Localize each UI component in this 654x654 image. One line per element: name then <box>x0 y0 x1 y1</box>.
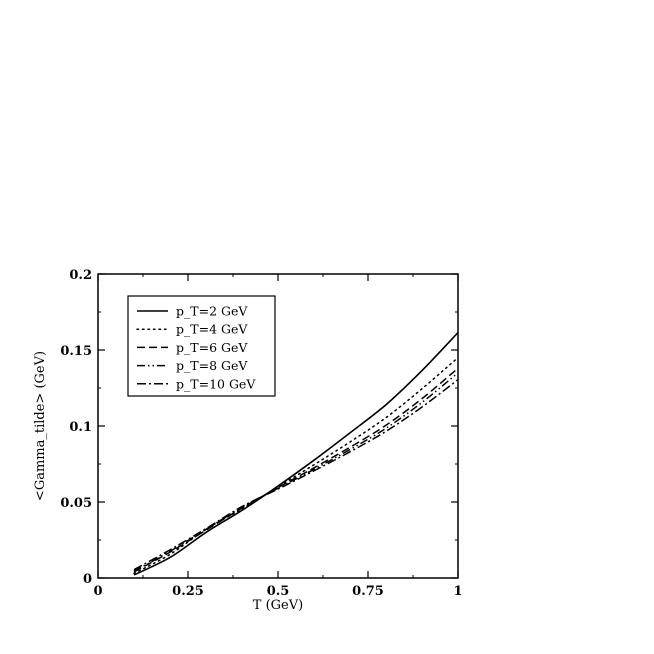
series-line-4 <box>133 372 459 572</box>
y-tick-label: 0 <box>83 572 92 587</box>
x-tick-label: 0 <box>93 584 102 599</box>
legend-label-4: p_T=8 GeV <box>176 358 248 373</box>
legend: p_T=2 GeV p_T=4 GeV p_T=6 GeV p_T=8 GeV p_T=… <box>127 295 276 397</box>
y-tick-label: 0.2 <box>69 268 92 283</box>
x-tick-label: 0.75 <box>352 584 384 599</box>
x-tick-label: 1 <box>453 584 462 599</box>
series-line-5 <box>133 379 459 571</box>
y-tick-label: 0.15 <box>60 344 92 359</box>
y-axis-title: <Gamma_tilde> (GeV) <box>33 351 48 501</box>
legend-label-1: p_T=2 GeV <box>176 304 248 319</box>
x-tick-label: 0.5 <box>267 584 290 599</box>
y-tick-label: 0.05 <box>60 496 92 511</box>
legend-label-3: p_T=6 GeV <box>176 340 248 355</box>
x-axis-title: T (GeV) <box>253 598 303 613</box>
plot-area <box>133 331 459 576</box>
legend-label-5: p_T=10 GeV <box>176 376 256 391</box>
y-tick-label: 0.1 <box>69 420 92 435</box>
series-line-1 <box>133 331 459 576</box>
axis-ticks: 0 0.25 0.5 0.75 1 0 0.05 0.1 0.15 0.2 <box>60 268 462 599</box>
x-tick-label: 0.25 <box>172 584 204 599</box>
legend-box <box>127 295 276 397</box>
legend-label-2: p_T=4 GeV <box>176 322 248 337</box>
